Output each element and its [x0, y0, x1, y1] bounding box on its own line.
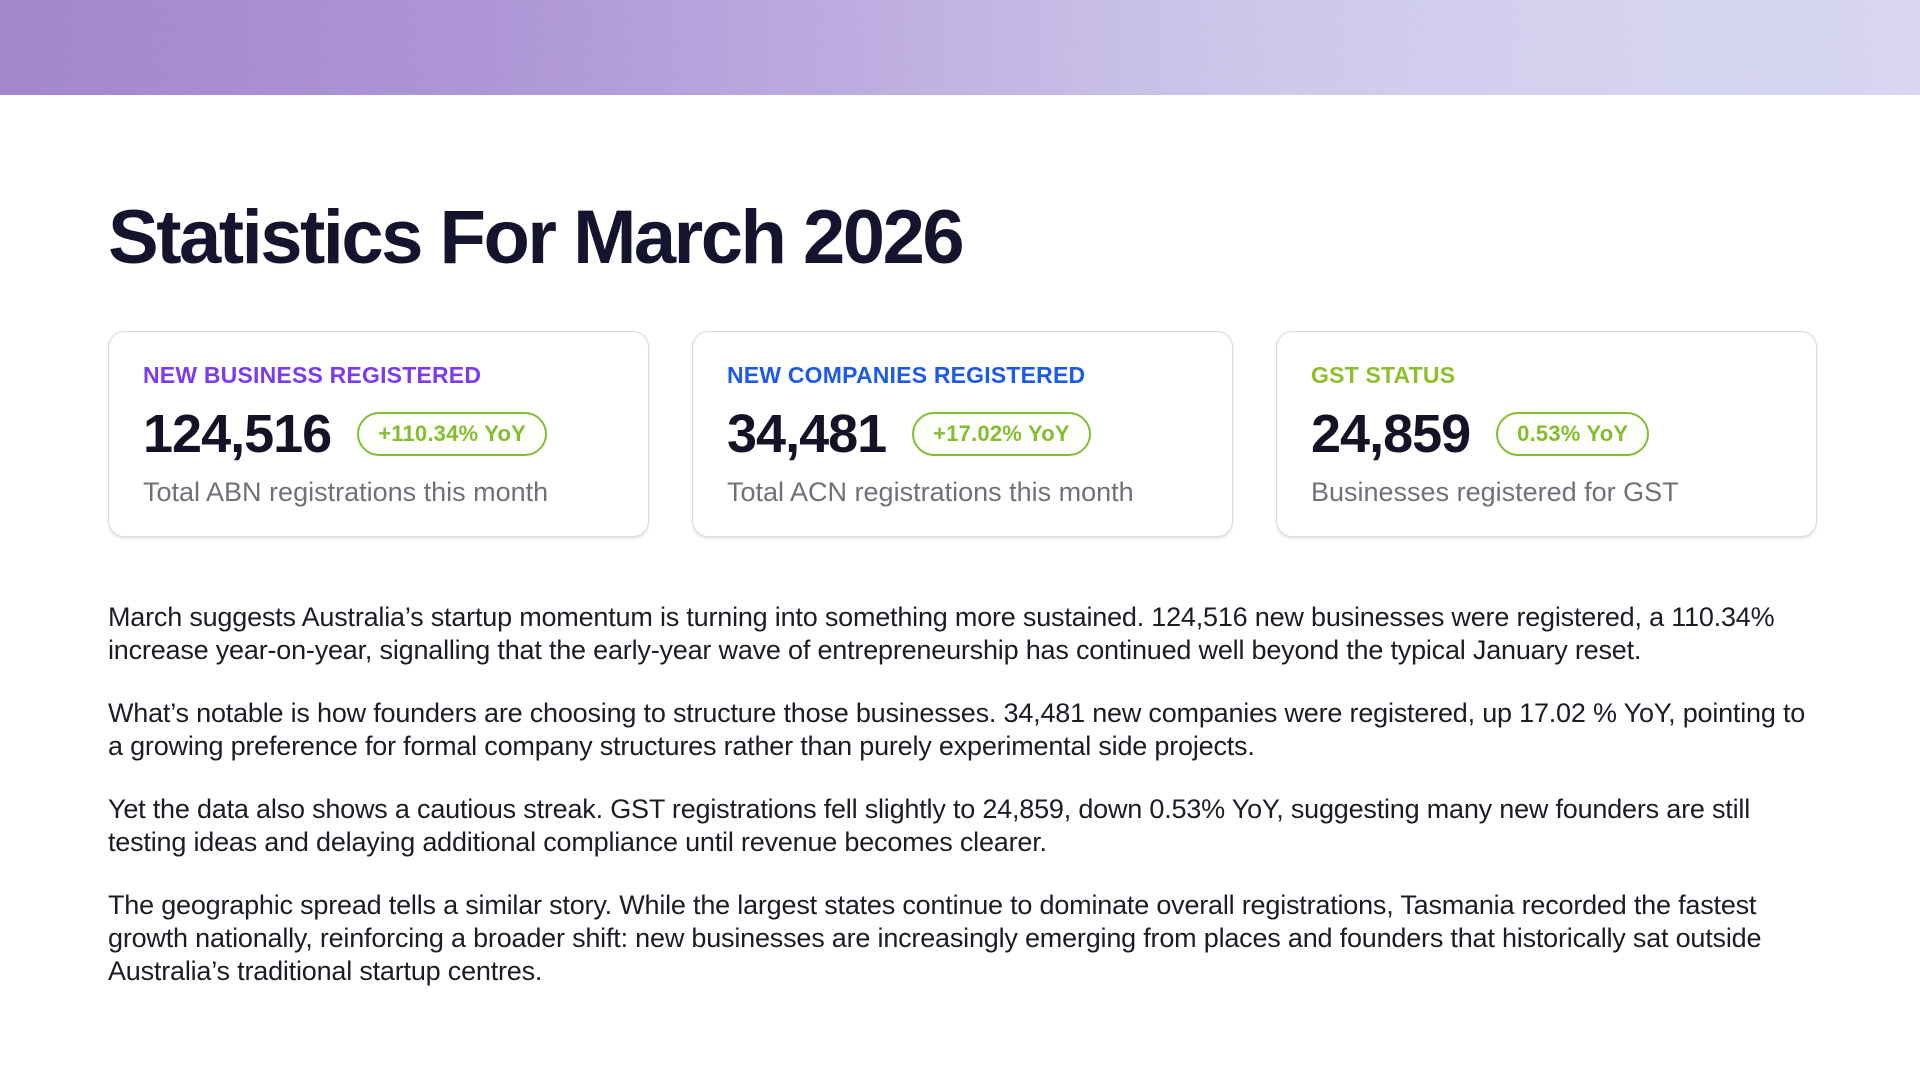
commentary-section: March suggests Australia’s startup momen… [108, 601, 1820, 988]
commentary-paragraph: Yet the data also shows a cautious strea… [108, 794, 1750, 857]
commentary-paragraph: The geographic spread tells a similar st… [108, 890, 1762, 986]
stat-cards-row: NEW BUSINESS REGISTERED 124,516 +110.34%… [108, 331, 1820, 537]
stat-card-title: GST STATUS [1311, 362, 1456, 388]
stat-value-row: 34,481 +17.02% YoY [727, 404, 1204, 464]
stat-card-gst-status: GST STATUS 24,859 0.53% YoY Businesses r… [1276, 331, 1817, 537]
page-title: Statistics For March 2026 [108, 195, 965, 280]
stat-value: 124,516 [143, 404, 332, 464]
main-content: Statistics For March 2026 NEW BUSINESS R… [0, 195, 1920, 988]
stat-card-subtitle: Total ACN registrations this month [727, 477, 1134, 507]
stat-value: 24,859 [1311, 404, 1471, 464]
stat-card-subtitle: Total ABN registrations this month [143, 477, 549, 507]
stat-card-title: NEW COMPANIES REGISTERED [727, 362, 1086, 388]
yoy-change-badge: 0.53% YoY [1496, 412, 1650, 456]
stat-value: 34,481 [727, 404, 887, 464]
commentary-paragraph: What’s notable is how founders are choos… [108, 698, 1806, 761]
stat-value-row: 124,516 +110.34% YoY [143, 404, 620, 464]
stat-value-row: 24,859 0.53% YoY [1311, 404, 1788, 464]
header-gradient-banner [0, 0, 1920, 95]
commentary-paragraph: March suggests Australia’s startup momen… [108, 602, 1775, 665]
stat-card-subtitle: Businesses registered for GST [1311, 477, 1679, 507]
stat-card-new-business: NEW BUSINESS REGISTERED 124,516 +110.34%… [108, 331, 649, 537]
stat-card-new-companies: NEW COMPANIES REGISTERED 34,481 +17.02% … [692, 331, 1233, 537]
stat-card-title: NEW BUSINESS REGISTERED [143, 362, 482, 388]
yoy-change-badge: +110.34% YoY [357, 412, 547, 456]
yoy-change-badge: +17.02% YoY [912, 412, 1091, 456]
grain-texture [0, 0, 1920, 95]
